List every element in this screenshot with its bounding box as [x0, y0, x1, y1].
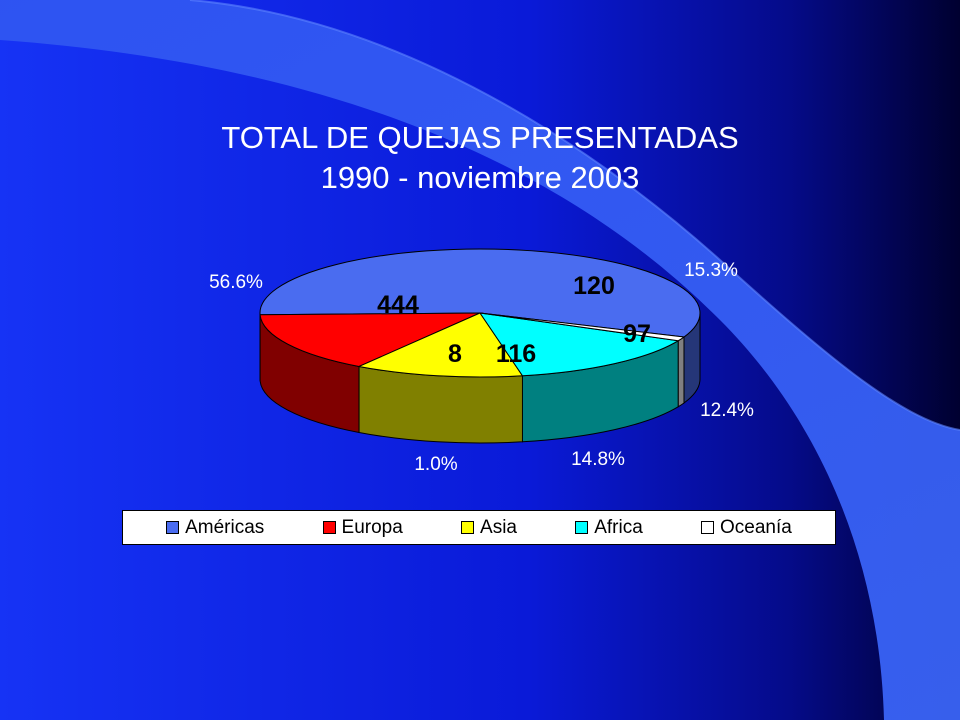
- percent-label-asia: 12.4%: [700, 400, 754, 421]
- pie-slice-asia: [357, 312, 524, 378]
- legend-swatch-africa: [575, 521, 589, 534]
- legend-swatch-europa: [322, 521, 336, 534]
- legend-item-asia: Asia: [461, 517, 517, 539]
- percent-label-europa: 15.3%: [684, 260, 738, 281]
- legend-swatch-asia: [461, 521, 475, 534]
- legend-item-europa: Europa: [322, 516, 403, 539]
- title-line-2: 1990 - noviembre 2003: [320, 160, 640, 195]
- pie-slice-europa: [259, 312, 481, 367]
- chart-legend: Américas Europa Asia Africa Oceanía: [122, 510, 836, 545]
- legend-item-africa: Africa: [575, 517, 643, 539]
- value-label-oceania: 8: [448, 340, 462, 368]
- chart-title: TOTAL DE QUEJAS PRESENTADAS 1990 - novie…: [200, 118, 760, 198]
- title-line-1: TOTAL DE QUEJAS PRESENTADAS: [221, 120, 739, 155]
- pie-top-faces: [259, 248, 701, 378]
- legend-label-oceania: Oceanía: [720, 516, 792, 538]
- legend-label-africa: Africa: [594, 516, 643, 538]
- value-label-europa: 120: [573, 272, 615, 300]
- legend-label-asia: Asia: [480, 516, 517, 538]
- pie-slice-africa: [478, 312, 680, 377]
- pie-side-oceania: [677, 335, 685, 408]
- pie-chart: 444 56.6% 120 15.3% 97 12.4% 116 14.8% 8 1.0%: [209, 248, 754, 475]
- value-label-asia: 97: [623, 320, 651, 348]
- pie-side-walls: [259, 312, 701, 444]
- legend-label-europa: Europa: [341, 516, 403, 538]
- legend-item-americas: Américas: [166, 517, 264, 539]
- legend-item-oceania: Oceanía: [701, 517, 792, 539]
- pie-slice-oceania: [479, 312, 686, 342]
- legend-swatch-oceania: [701, 521, 714, 534]
- pie-slice-americas: [259, 248, 701, 338]
- percent-label-americas: 56.6%: [209, 272, 263, 293]
- legend-swatch-americas: [166, 521, 180, 534]
- value-label-americas: 444: [377, 291, 419, 319]
- legend-label-americas: Américas: [185, 516, 265, 538]
- percent-label-africa: 14.8%: [571, 449, 625, 470]
- percent-label-oceania: 1.0%: [414, 454, 457, 475]
- pie-side-asia: [358, 365, 523, 444]
- value-label-africa: 116: [496, 340, 536, 368]
